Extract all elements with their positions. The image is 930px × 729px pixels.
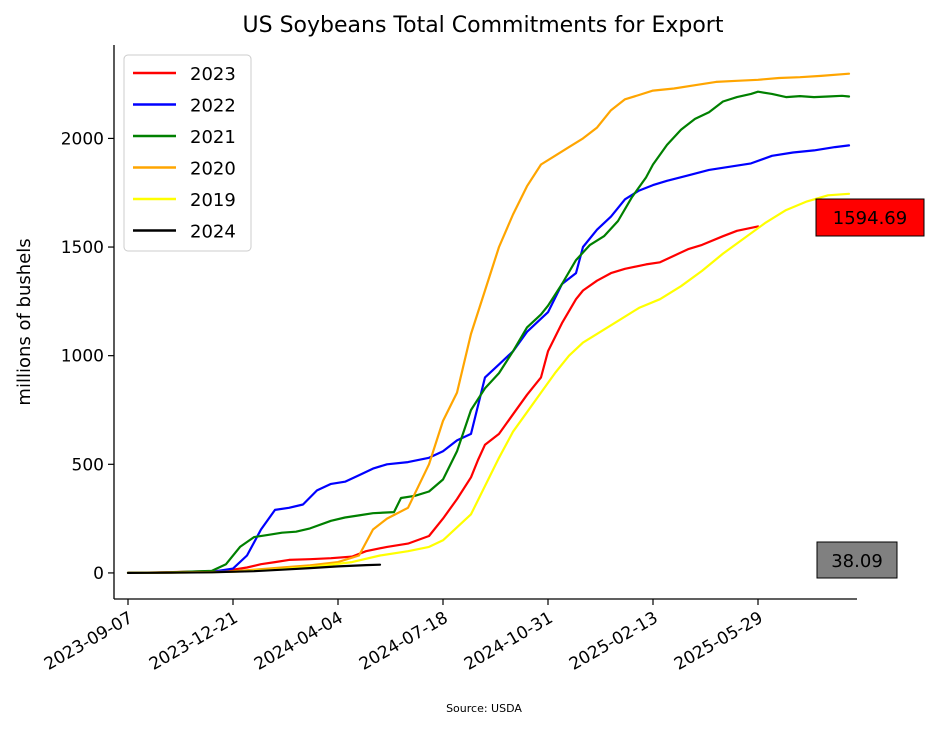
series-line-2024 xyxy=(126,563,382,574)
source-note: Source: USDA xyxy=(446,702,522,715)
x-axis-ticks: 2023-09-07 2023-12-21 2024-04-04 2024-07-18… xyxy=(41,599,767,675)
y-tick-label: 1500 xyxy=(61,238,104,258)
y-axis-ticks: 0 500 1000 1500 2000 xyxy=(61,129,114,584)
legend-label-2020: 2020 xyxy=(190,159,236,180)
x-tick-label: 2025-02-13 xyxy=(566,608,662,675)
annotation-value-2023: 1594.69 xyxy=(833,208,907,229)
x-tick-label: 2025-05-29 xyxy=(671,608,767,675)
series-line-2019 xyxy=(126,192,851,574)
y-tick-label: 0 xyxy=(93,564,104,584)
series-line-2022 xyxy=(126,144,851,574)
legend-label-2022: 2022 xyxy=(190,96,236,117)
annotation-value-2024: 38.09 xyxy=(831,551,883,572)
y-tick-label: 500 xyxy=(72,455,104,475)
y-tick-label: 1000 xyxy=(61,347,104,367)
y-tick-label: 2000 xyxy=(61,129,104,149)
x-tick-label: 2023-09-07 xyxy=(41,608,137,675)
chart-title: US Soybeans Total Commitments for Export xyxy=(243,13,724,38)
series-line-2023 xyxy=(126,225,760,574)
legend: 2023 2022 2021 2020 2019 2024 xyxy=(123,54,252,252)
x-tick-label: 2024-04-04 xyxy=(251,608,347,675)
annotation-box-background xyxy=(815,198,925,237)
legend-label-2023: 2023 xyxy=(190,64,236,85)
annotation-box-2024-latest: 38.09 xyxy=(816,541,898,579)
x-tick-label: 2024-07-18 xyxy=(356,608,452,675)
y-axis-label: millions of bushels xyxy=(14,238,35,405)
legend-label-2019: 2019 xyxy=(190,190,236,211)
legend-label-2021: 2021 xyxy=(190,127,236,148)
series-line-2021 xyxy=(126,90,851,574)
x-tick-label: 2024-10-31 xyxy=(461,608,557,675)
annotation-box-background xyxy=(816,541,898,579)
legend-items: 2023 2022 2021 2020 2019 2024 xyxy=(133,64,236,243)
legend-label-2024: 2024 xyxy=(190,222,236,243)
annotation-box-2023-latest: 1594.69 xyxy=(815,198,925,237)
series-line-2020 xyxy=(126,72,851,574)
x-tick-label: 2023-12-21 xyxy=(146,608,242,675)
series-layer xyxy=(126,72,851,574)
